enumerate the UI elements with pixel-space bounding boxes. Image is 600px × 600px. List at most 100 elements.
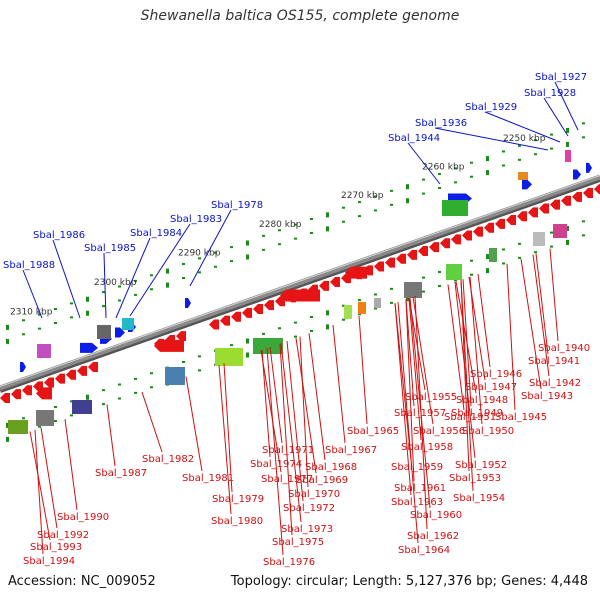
tick-mark	[262, 332, 265, 335]
tick-mark	[502, 262, 505, 265]
tick-mark	[294, 237, 297, 240]
gene-label-reverse: Sbal_1943	[521, 391, 573, 402]
tick-mark	[358, 201, 361, 204]
tick-mark	[70, 302, 73, 305]
gene-leader-line	[141, 391, 163, 453]
tick-mark	[102, 403, 105, 406]
gene-label-reverse: Sbal_1980	[211, 516, 263, 527]
reverse-gene-arrow	[583, 187, 593, 198]
tick-mark	[166, 268, 169, 274]
tick-mark	[438, 270, 441, 273]
tick-mark	[54, 420, 57, 423]
gene-leader-line	[405, 299, 415, 407]
tick-mark	[54, 308, 57, 311]
gene-leader-line	[394, 303, 412, 496]
forward-gene-arrow	[185, 297, 191, 308]
tick-mark	[422, 178, 425, 181]
tick-mark	[86, 310, 89, 316]
gene-label-reverse: Sbal_1968	[305, 462, 357, 473]
gene-label-reverse: Sbal_1975	[272, 537, 324, 548]
reverse-gene-arrow	[374, 261, 384, 272]
tick-mark	[118, 383, 121, 386]
tick-mark	[566, 141, 569, 147]
gene-label-reverse: Sbal_1962	[407, 531, 459, 542]
reverse-gene-arrow	[264, 300, 274, 311]
tick-mark	[342, 220, 345, 223]
reverse-gene-arrow	[55, 373, 65, 384]
tick-mark	[550, 231, 553, 234]
tick-mark	[102, 389, 105, 392]
tick-mark	[310, 231, 313, 234]
scale-label: 2260 kbp	[422, 163, 465, 173]
tick-mark	[438, 186, 441, 189]
reverse-gene-arrow	[429, 242, 439, 253]
gene-label-reverse: Sbal_1992	[37, 530, 89, 541]
tick-mark	[150, 386, 153, 389]
tick-mark	[182, 276, 185, 279]
gene-leader-line	[34, 429, 44, 555]
feature-block	[358, 302, 366, 314]
tick-mark	[326, 212, 329, 218]
gene-leader-line	[477, 273, 491, 368]
tick-mark	[262, 248, 265, 251]
gene-label-reverse: Sbal_1979	[212, 494, 264, 505]
reverse-gene-arrow	[495, 218, 505, 229]
tick-mark	[118, 285, 121, 288]
tick-mark	[390, 189, 393, 192]
gene-leader-line	[223, 363, 233, 493]
gene-label-reverse: Sbal_1970	[288, 489, 340, 500]
gene-label-reverse: Sbal_1961	[394, 483, 446, 494]
tick-mark	[454, 279, 457, 282]
feature-block	[72, 400, 92, 414]
tick-mark	[454, 167, 457, 170]
forward-gene-arrow	[115, 327, 125, 338]
tick-mark	[582, 220, 585, 223]
gene-label-reverse: Sbal_1956	[413, 426, 465, 437]
reverse-gene-arrow	[66, 369, 76, 380]
gene-leader-line	[434, 127, 549, 151]
tick-mark	[422, 276, 425, 279]
scale-label: 2300 kbp	[94, 278, 137, 288]
gene-label-forward: Sbal_1985	[84, 243, 136, 254]
tick-mark	[374, 293, 377, 296]
scale-label: 2280 kbp	[259, 220, 302, 230]
tick-mark	[118, 299, 121, 302]
gene-label-reverse: Sbal_1973	[281, 524, 333, 535]
tick-mark	[70, 400, 73, 403]
reverse-gene-arrow	[176, 331, 186, 342]
gene-leader-line	[266, 348, 284, 556]
gene-label-reverse: Sbal_1982	[142, 454, 194, 465]
gene-label-reverse: Sbal_1987	[95, 468, 147, 479]
gene-label-reverse: Sbal_1977	[261, 474, 313, 485]
reverse-gene-arrow	[396, 253, 406, 264]
feature-block	[446, 264, 462, 280]
tick-mark	[198, 257, 201, 260]
tick-mark	[406, 184, 409, 190]
gene-label-reverse: Sbal_1940	[538, 343, 590, 354]
forward-gene-arrow	[586, 162, 592, 173]
tick-mark	[150, 288, 153, 291]
tick-mark	[230, 260, 233, 263]
reverse-gene-arrow	[209, 319, 219, 330]
gene-label-reverse: Sbal_1958	[401, 442, 453, 453]
reverse-gene-arrow	[451, 234, 461, 245]
tick-mark	[486, 156, 489, 162]
tick-mark	[294, 321, 297, 324]
tick-mark	[518, 144, 521, 147]
gene-leader-line	[543, 97, 569, 137]
tick-mark	[438, 172, 441, 175]
reverse-gene-arrow	[539, 203, 549, 214]
tick-mark	[70, 414, 73, 417]
feature-block	[489, 248, 497, 262]
tick-mark	[534, 153, 537, 156]
gene-leader-line	[409, 297, 431, 509]
tick-mark	[86, 296, 89, 302]
tick-mark	[86, 394, 89, 400]
tick-mark	[6, 338, 9, 344]
gene-label-reverse: Sbal_1981	[182, 473, 234, 484]
reverse-gene-arrow	[506, 215, 516, 226]
feature-block	[533, 232, 545, 246]
tick-mark	[38, 313, 41, 316]
tick-mark	[534, 139, 537, 142]
tick-mark	[262, 234, 265, 237]
